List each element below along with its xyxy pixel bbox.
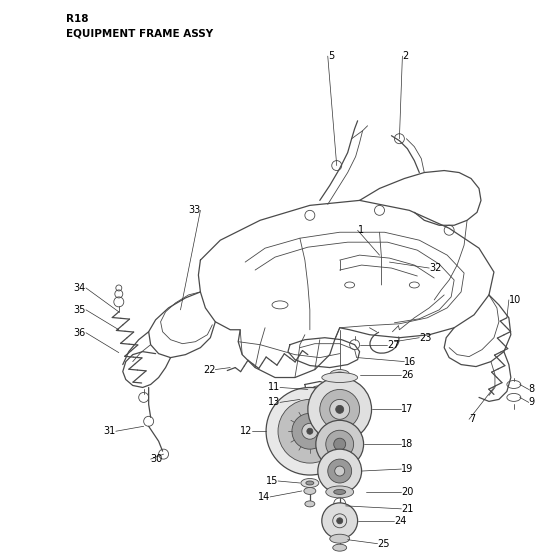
Ellipse shape — [304, 487, 316, 494]
Text: 12: 12 — [240, 426, 252, 436]
Circle shape — [318, 449, 362, 493]
Ellipse shape — [330, 534, 349, 543]
Text: 22: 22 — [203, 365, 216, 375]
Text: 16: 16 — [404, 357, 417, 367]
Ellipse shape — [333, 544, 347, 551]
Text: 8: 8 — [529, 385, 535, 394]
Text: 35: 35 — [73, 305, 86, 315]
Text: 10: 10 — [509, 295, 521, 305]
Circle shape — [328, 459, 352, 483]
Text: 19: 19 — [402, 464, 414, 474]
Circle shape — [316, 421, 363, 468]
Ellipse shape — [335, 372, 344, 377]
Text: 5: 5 — [328, 51, 334, 61]
Ellipse shape — [317, 396, 327, 403]
Ellipse shape — [306, 481, 314, 485]
Text: 11: 11 — [268, 382, 280, 393]
Text: 15: 15 — [265, 476, 278, 486]
Circle shape — [336, 405, 344, 413]
Text: 33: 33 — [188, 206, 200, 216]
Ellipse shape — [334, 489, 346, 494]
Text: 36: 36 — [74, 328, 86, 338]
Text: 21: 21 — [402, 504, 414, 514]
Text: 13: 13 — [268, 398, 280, 407]
Text: 24: 24 — [394, 516, 407, 526]
Ellipse shape — [301, 478, 319, 487]
Text: 30: 30 — [151, 454, 163, 464]
Text: 23: 23 — [419, 333, 432, 343]
Text: R18: R18 — [66, 15, 88, 24]
Text: 26: 26 — [402, 370, 414, 380]
Text: 27: 27 — [388, 340, 400, 349]
Circle shape — [266, 388, 353, 475]
Text: 14: 14 — [258, 492, 270, 502]
Text: 32: 32 — [430, 263, 442, 273]
Ellipse shape — [312, 394, 332, 405]
Circle shape — [278, 399, 342, 463]
Text: 18: 18 — [402, 439, 414, 449]
Circle shape — [307, 428, 313, 434]
Circle shape — [326, 430, 353, 458]
Text: EQUIPMENT FRAME ASSY: EQUIPMENT FRAME ASSY — [66, 28, 213, 38]
Text: 2: 2 — [403, 51, 409, 61]
Circle shape — [335, 466, 344, 476]
Circle shape — [308, 377, 371, 441]
Text: 34: 34 — [74, 283, 86, 293]
Circle shape — [320, 389, 360, 430]
Circle shape — [322, 503, 358, 539]
Circle shape — [302, 423, 318, 439]
Ellipse shape — [312, 386, 324, 393]
Text: 7: 7 — [469, 414, 475, 424]
Circle shape — [337, 518, 343, 524]
Text: 20: 20 — [402, 487, 414, 497]
Text: 17: 17 — [402, 404, 414, 414]
Ellipse shape — [322, 372, 358, 382]
Text: 31: 31 — [104, 426, 116, 436]
Text: 25: 25 — [377, 539, 390, 549]
Text: 9: 9 — [529, 398, 535, 407]
Ellipse shape — [330, 370, 349, 380]
Circle shape — [330, 399, 349, 419]
Circle shape — [334, 438, 346, 450]
Ellipse shape — [305, 501, 315, 507]
Text: 1: 1 — [358, 225, 364, 235]
Ellipse shape — [326, 486, 353, 498]
Circle shape — [292, 413, 328, 449]
